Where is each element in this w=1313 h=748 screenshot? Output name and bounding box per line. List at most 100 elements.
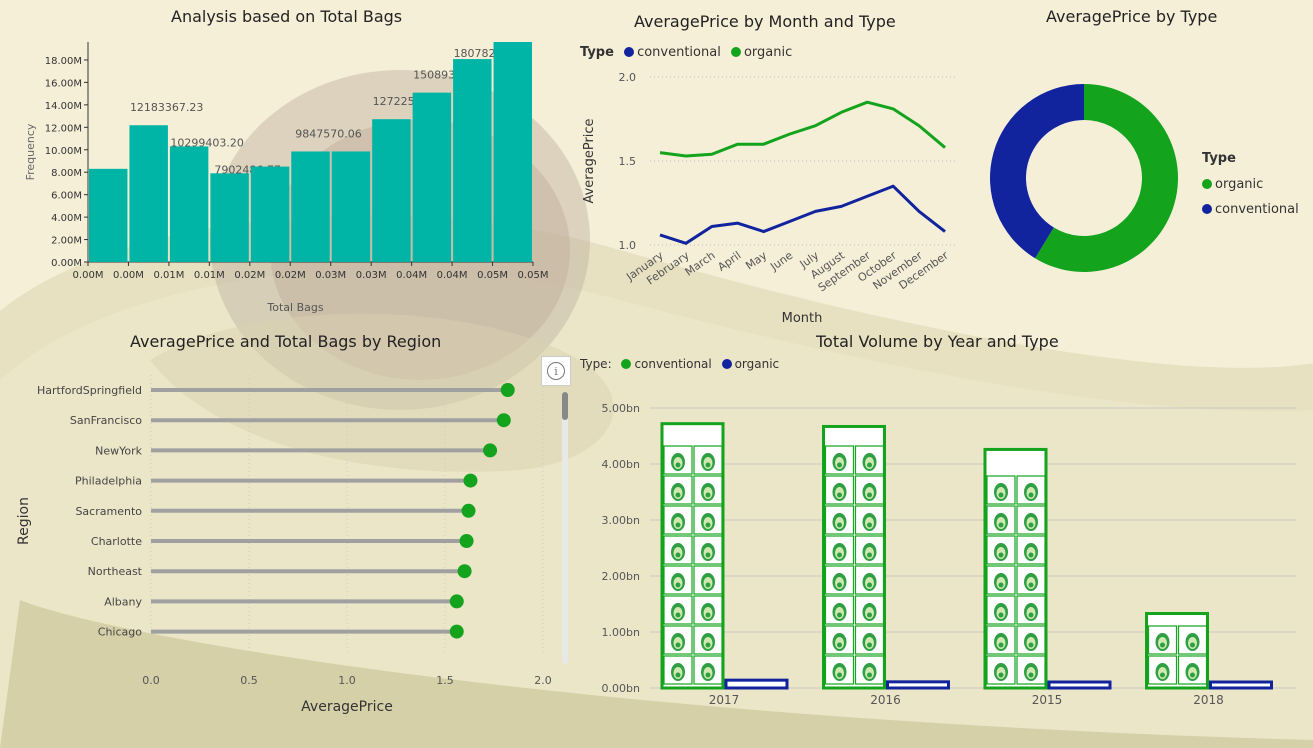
hist-bar <box>169 146 209 262</box>
hist-x-tick-label: 0.05M <box>518 270 549 281</box>
avocado-pit <box>867 552 872 558</box>
picto-y-tick-label: 0.00bn <box>602 682 640 695</box>
line-y-tick-label: 1.0 <box>619 239 637 252</box>
picto-y-tick-label: 1.00bn <box>602 626 640 639</box>
donut-legend-organic[interactable]: organic <box>1202 172 1299 198</box>
lollipop-dot <box>449 594 464 609</box>
hist-bar <box>129 125 168 262</box>
line-x-tick-label: May <box>743 249 769 273</box>
histogram-title: Analysis based on Total Bags <box>171 7 403 26</box>
lollipop-dot <box>449 624 464 639</box>
line-legend-conventional[interactable]: conventional <box>637 45 721 60</box>
picto-bar-conventional <box>822 424 886 690</box>
legend-organic-dot <box>721 359 732 369</box>
histogram-chart: 0.00M 2.00M 4.00M 6.00M 8.00M 10.00M 12.00M 14.… <box>24 42 549 314</box>
lollipop-x-tick-label: 1.0 <box>338 674 356 687</box>
picto-bar-organic <box>886 680 950 690</box>
avocado-pit <box>675 582 681 588</box>
avocado-pit <box>867 612 872 618</box>
avocado-pit <box>1160 642 1165 648</box>
donut-legend-conventional[interactable]: conventional <box>1202 197 1299 223</box>
donut-organic-dot <box>1202 179 1212 189</box>
hist-bar <box>250 166 290 262</box>
avocado-pit <box>998 492 1004 498</box>
line-series-conventional <box>659 184 946 245</box>
avocado-pit <box>705 642 711 648</box>
hist-x-tick-label: 0.00M <box>113 270 144 281</box>
picto-x-tick-label: 2017 <box>709 693 740 707</box>
avocado-pit <box>1028 552 1034 558</box>
lollipop-scrollbar-thumb[interactable] <box>562 392 568 420</box>
lollipop-scrollbar[interactable] <box>562 392 568 664</box>
avocado-pit <box>837 492 842 498</box>
lollipop-dot <box>459 534 474 548</box>
avocado-pit <box>675 612 681 618</box>
lollipop-region-label: Albany <box>104 595 142 608</box>
hist-y-tick-label: 2.00M <box>51 236 82 247</box>
hist-x-tick-label: 0.04M <box>437 270 468 281</box>
avocado-pit <box>867 672 872 678</box>
line-x-axis-title: Month <box>782 311 823 326</box>
hist-x-tick-label: 0.01M <box>153 270 184 281</box>
hist-data-label: 12183367.23 <box>130 101 203 114</box>
lollipop-region-label: Charlotte <box>91 535 142 548</box>
line-y-tick-label: 1.5 <box>619 155 637 168</box>
pictograph-legend-organic[interactable]: organic <box>734 357 780 371</box>
hist-bar <box>372 119 411 262</box>
avocado-pit <box>705 552 711 558</box>
legend-conventional-dot <box>621 359 632 369</box>
lollipop-region-label: Northeast <box>88 565 143 578</box>
hist-y-tick-label: 16.00M <box>45 78 82 89</box>
legend-organic-dot <box>730 47 741 57</box>
lollipop-x-tick-label: 0.5 <box>240 674 258 687</box>
hist-bar <box>453 59 492 262</box>
hist-x-tick-label: 0.04M <box>396 270 427 281</box>
hist-bar <box>331 151 371 262</box>
line-y-tick-label: 2.0 <box>619 71 637 84</box>
avocado-pit <box>675 462 681 468</box>
avocado-pit <box>1028 642 1034 648</box>
avocado-pit <box>1190 672 1195 678</box>
donut-slice-conventional <box>990 84 1084 259</box>
avocado-pit <box>837 672 842 678</box>
hist-x-tick-label: 0.03M <box>315 270 346 281</box>
avocado-pit <box>998 582 1004 588</box>
line-y-axis-title: AveragePrice <box>582 118 597 203</box>
avocado-pit <box>837 522 842 528</box>
lollipop-x-tick-label: 1.5 <box>436 674 454 687</box>
avocado-pit <box>705 672 711 678</box>
avocado-pit <box>1160 672 1165 678</box>
line-x-tick-label: March <box>683 249 718 279</box>
hist-y-tick-label: 4.00M <box>51 213 82 224</box>
legend-conventional-dot <box>624 47 635 57</box>
hist-y-tick-label: 0.00M <box>51 258 82 269</box>
hist-x-tick-label: 0.02M <box>234 270 265 281</box>
avocado-pit <box>867 642 872 648</box>
picto-bar-organic <box>1047 680 1112 690</box>
donut-legend-organic-label: organic <box>1215 177 1264 192</box>
hist-x-tick-label: 0.05M <box>477 270 508 281</box>
lollipop-chart: 0.0 0.5 1.0 1.5 2.0 HartfordSpringfield SanFra… <box>16 375 552 715</box>
picto-x-tick-label: 2015 <box>1032 693 1063 707</box>
avocado-pit <box>705 522 711 528</box>
hist-y-tick-label: 14.00M <box>45 101 82 112</box>
avocado-pit <box>1028 522 1034 528</box>
avocado-pit <box>675 492 681 498</box>
line-legend-organic[interactable]: organic <box>743 45 793 60</box>
info-button[interactable]: i <box>541 356 571 386</box>
line-chart-legend: Type conventional organic <box>580 45 792 60</box>
avocado-pit <box>867 462 872 468</box>
donut-legend: Type organic conventional <box>1202 146 1299 223</box>
avocado-pit <box>998 522 1004 528</box>
avocado-pit <box>1028 582 1034 588</box>
avocado-pit <box>867 492 872 498</box>
pictograph-legend-conventional[interactable]: conventional <box>634 357 712 371</box>
donut-chart <box>990 84 1178 272</box>
hist-bar <box>291 151 330 262</box>
line-legend-title: Type <box>580 45 614 60</box>
hist-y-tick-label: 18.00M <box>45 56 82 67</box>
picto-bar-conventional <box>660 422 725 690</box>
picto-bar-organic <box>724 678 789 690</box>
hist-data-label: 9847570.06 <box>295 127 361 140</box>
